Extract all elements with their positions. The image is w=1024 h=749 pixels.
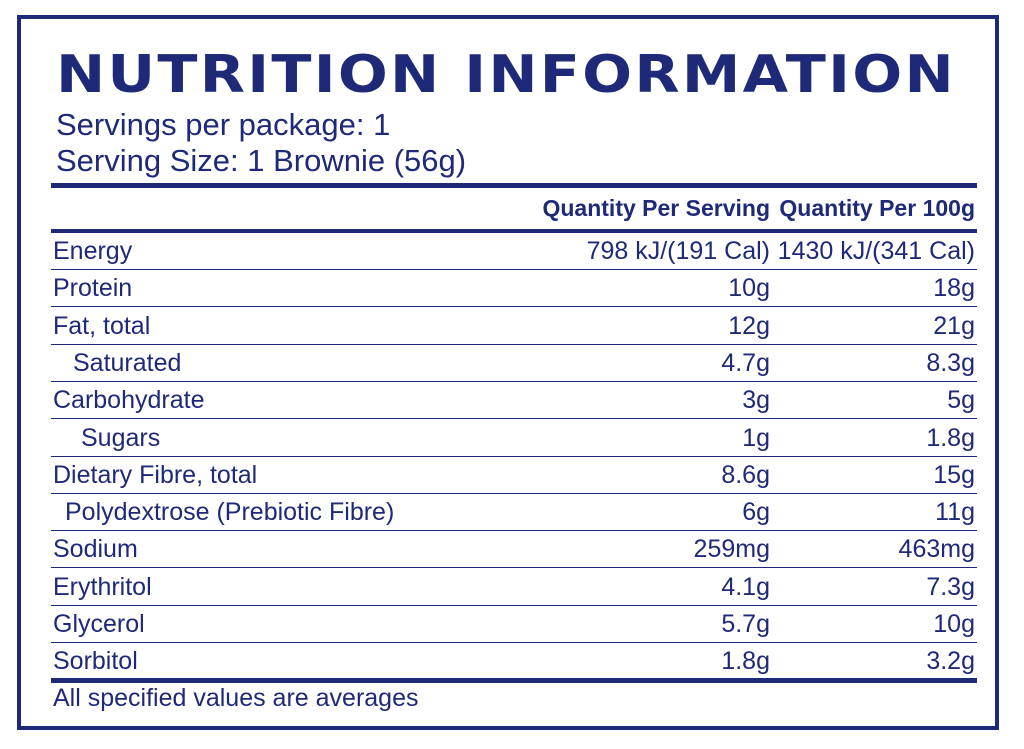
row-divider [51,380,977,382]
table-row: Protein 10g 18g [51,270,977,308]
per-100g-value: 7.3g [926,572,975,601]
nutrient-label: Sorbitol [53,647,138,676]
per-serving-value: 12g [728,311,770,340]
per-100g-value: 1.8g [926,423,975,452]
per-100g-value: 18g [933,274,975,303]
table-row: Erythritol 4.1g 7.3g [51,569,977,606]
row-divider [51,455,977,457]
per-100g-value: 3.2g [926,647,975,676]
row-divider [51,530,977,532]
table-row: Dietary Fibre, total 8.6g 15g [51,457,977,494]
nutrient-label: Fat, total [53,311,151,340]
nutrient-label: Saturated [73,348,182,377]
nutrient-label: Dietary Fibre, total [53,460,258,489]
per-serving-value: 5.7g [721,610,770,638]
header-rule [51,229,977,233]
per-serving-value: 10g [728,274,770,303]
column-header-per-100g: Quantity Per 100g [779,195,975,221]
table-row: Fat, total 12g 21g [51,308,977,345]
table-row: Saturated 4.7g 8.3g [51,345,977,382]
nutrient-label: Carbohydrate [53,386,205,415]
per-100g-value: 1430 kJ/(341 Cal) [777,237,975,265]
row-divider [51,306,977,308]
per-100g-value: 10g [933,610,975,638]
page-title: NUTRITION INFORMATION [56,45,956,105]
table-row: Glycerol 5.7g 10g [51,606,977,643]
row-divider [51,418,977,420]
row-divider [51,567,977,569]
per-serving-value: 4.7g [721,348,770,377]
per-serving-value: 259mg [693,535,770,564]
per-serving-value: 798 kJ/(191 Cal) [586,237,770,265]
nutrient-label: Polydextrose (Prebiotic Fibre) [65,498,395,527]
per-100g-value: 21g [933,311,975,340]
nutrient-label: Sugars [81,423,161,452]
row-divider [51,642,977,643]
column-header-per-serving: Quantity Per Serving [542,195,770,221]
table-row: Sugars 1g 1.8g [51,420,977,457]
table-row: Energy 798 kJ/(191 Cal) 1430 kJ/(341 Cal… [51,233,977,270]
per-serving-value: 4.1g [721,572,770,601]
per-100g-value: 15g [933,460,975,489]
row-divider [51,604,977,606]
row-divider [51,492,977,494]
nutrient-label: Energy [53,237,133,265]
table-row: Carbohydrate 3g 5g [51,382,977,420]
nutrition-panel: NUTRITION INFORMATION Servings per packa… [17,15,999,730]
top-rule [51,183,977,188]
table-header: Quantity Per Serving Quantity Per 100g [53,191,975,227]
per-serving-value: 6g [742,498,770,527]
per-100g-value: 8.3g [926,348,975,377]
nutrient-label: Protein [53,274,133,303]
row-divider [51,269,977,270]
per-serving-value: 1g [742,423,770,452]
table-row: Polydextrose (Prebiotic Fibre) 6g 11g [51,494,977,532]
per-100g-value: 11g [935,498,975,527]
per-serving-value: 8.6g [721,460,770,489]
per-serving-value: 1.8g [721,647,770,676]
servings-per-package: Servings per package: 1 [56,107,391,142]
per-100g-value: 5g [947,386,975,415]
table-row: Sodium 259mg 463mg [51,531,977,569]
table-row: Sorbitol 1.8g 3.2g [53,643,975,680]
per-serving-value: 3g [742,386,770,415]
footnote: All specified values are averages [53,684,419,712]
bottom-rule [51,678,977,683]
nutrient-label: Erythritol [53,572,152,601]
nutrient-label: Sodium [53,535,138,564]
serving-size: Serving Size: 1 Brownie (56g) [56,143,467,178]
per-100g-value: 463mg [898,535,975,564]
nutrient-label: Glycerol [53,610,145,638]
row-divider [51,343,977,345]
